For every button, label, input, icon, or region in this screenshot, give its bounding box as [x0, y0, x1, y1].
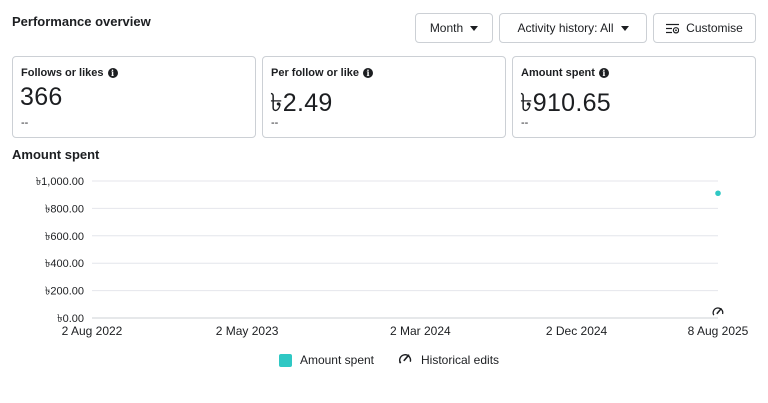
metric-card-amount-spent: Amount spent i ৳910.65 --	[512, 56, 756, 138]
chart-legend: Amount spent Historical edits	[0, 352, 768, 368]
legend-swatch	[278, 353, 292, 367]
legend-item-historical-edits[interactable]: Historical edits	[398, 352, 499, 368]
metric-label: Per follow or like i	[271, 67, 374, 79]
month-dropdown-label: Month	[429, 21, 464, 35]
metric-value: 366	[20, 83, 63, 111]
metric-value: ৳2.49	[270, 89, 333, 117]
y-tick-label: ৳800.00	[45, 203, 84, 215]
activity-history-label: Activity history: All	[517, 21, 614, 35]
y-tick-label: ৳600.00	[45, 231, 84, 243]
metric-card-follows: Follows or likes i 366 --	[12, 56, 256, 138]
x-tick-label: 2 Dec 2024	[546, 324, 608, 338]
y-tick-label: ৳1,000.00	[36, 176, 84, 188]
metric-card-cost-per-result: Per follow or like i ৳2.49 --	[262, 56, 506, 138]
metric-label-text: Per follow or like	[271, 67, 360, 79]
info-icon[interactable]: i	[598, 68, 609, 78]
customise-button[interactable]: Customise	[653, 13, 756, 43]
metric-label-text: Amount spent	[521, 67, 595, 79]
x-tick-label: 2 Mar 2024	[390, 324, 451, 338]
sliders-icon	[666, 23, 680, 34]
metric-value: ৳910.65	[520, 89, 612, 117]
info-icon[interactable]: i	[107, 68, 118, 78]
metric-label: Follows or likes i	[21, 67, 118, 79]
metric-delta: --	[271, 117, 279, 129]
chevron-down-icon	[470, 25, 479, 31]
y-tick-label: ৳200.00	[45, 286, 84, 298]
x-tick-label: 8 Aug 2025	[688, 324, 749, 338]
legend-label: Amount spent	[299, 353, 374, 367]
edit-history-icon	[398, 352, 413, 368]
legend-item-amount-spent[interactable]: Amount spent	[278, 353, 374, 367]
activity-history-dropdown-button[interactable]: Activity history: All	[499, 13, 647, 43]
customise-label: Customise	[686, 21, 743, 35]
month-dropdown-button[interactable]: Month	[415, 13, 493, 43]
data-point	[715, 190, 721, 197]
amount-spent-chart: ৳1,000.00 ৳800.00 ৳600.00 ৳400.00 ৳200.00 ৳0.…	[36, 176, 749, 338]
legend-label: Historical edits	[421, 353, 500, 367]
x-tick-label: 2 Aug 2022	[62, 324, 123, 338]
x-tick-label: 2 May 2023	[216, 324, 279, 338]
edit-history-icon	[712, 307, 724, 316]
y-tick-label: ৳400.00	[45, 258, 84, 270]
chart-section-title: Amount spent	[12, 147, 100, 162]
metric-delta: --	[521, 117, 529, 129]
info-icon[interactable]: i	[363, 68, 374, 78]
page-title: Performance overview	[12, 14, 151, 29]
chevron-down-icon	[620, 25, 629, 31]
metric-label: Amount spent i	[521, 67, 609, 79]
metric-label-text: Follows or likes	[21, 67, 104, 79]
metric-delta: --	[21, 117, 29, 129]
y-tick-label: ৳0.00	[57, 313, 84, 325]
